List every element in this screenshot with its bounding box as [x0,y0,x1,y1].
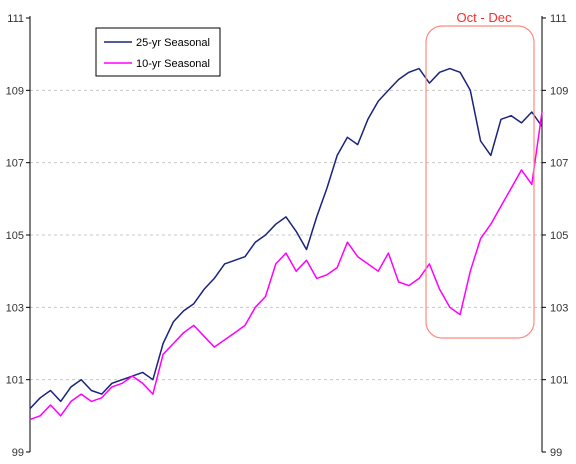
y-tick-label-left: 99 [12,447,24,459]
y-tick-label-left: 109 [6,85,24,97]
legend: 25-yr Seasonal 10-yr Seasonal [95,27,221,77]
y-tick-label-left: 107 [6,158,24,170]
series-lines [29,67,543,421]
y-tick-label-right: 103 [550,302,568,314]
oct-dec-highlight-box [425,25,535,339]
series-line-25yr [29,67,543,410]
legend-label-25yr: 25-yr Seasonal [136,37,210,49]
y-tick-label-right: 111 [550,13,567,25]
axes [26,16,546,453]
legend-box [95,27,221,77]
gridlines [30,89,542,381]
y-tick-label-left: 111 [7,13,24,25]
y-tick-label-left: 105 [6,230,24,242]
legend-label-10yr: 10-yr Seasonal [136,58,210,70]
oct-dec-annotation: Oct - Dec [457,10,512,25]
series-line-10yr [29,111,543,421]
y-tick-label-left: 101 [6,375,24,387]
y-tick-label-right: 101 [550,375,568,387]
y-tick-label-right: 107 [550,158,568,170]
y-tick-label-left: 103 [6,302,24,314]
y-tick-label-right: 99 [550,447,562,459]
y-tick-label-right: 109 [550,85,568,97]
y-tick-label-right: 105 [550,230,568,242]
y-tick-labels-right: 99 101 103 105 107 109 111 [550,13,568,459]
y-tick-labels-left: 99 101 103 105 107 109 111 [6,13,24,459]
